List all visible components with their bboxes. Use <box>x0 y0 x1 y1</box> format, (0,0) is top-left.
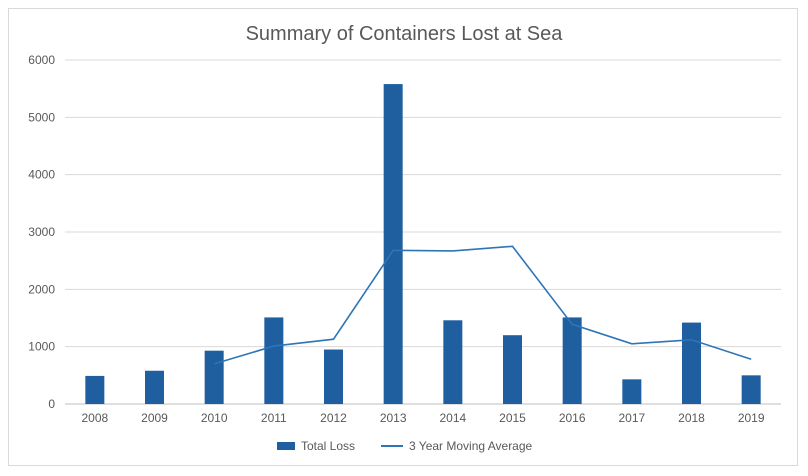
line-moving-average <box>213 245 752 365</box>
legend-swatch-moving-average <box>381 445 403 447</box>
legend-swatch-total-loss <box>277 442 295 450</box>
chart-legend: Total Loss 3 Year Moving Average <box>9 439 799 459</box>
y-tick-label: 4000 <box>28 168 55 182</box>
x-tick-label: 2016 <box>559 411 586 425</box>
bar-total-loss <box>324 349 343 404</box>
x-tick-label: 2011 <box>261 411 287 425</box>
legend-item-moving-average: 3 Year Moving Average <box>381 439 532 453</box>
bar-total-loss <box>562 317 582 404</box>
legend-item-total-loss: Total Loss <box>277 439 355 453</box>
x-tick-label: 2019 <box>738 411 765 425</box>
bar-total-loss <box>622 379 642 404</box>
x-tick-label: 2009 <box>141 411 168 425</box>
y-tick-label: 2000 <box>28 282 55 296</box>
x-tick-label: 2017 <box>618 411 645 425</box>
bar-total-loss <box>85 375 105 404</box>
bar-total-loss <box>204 350 224 404</box>
y-tick-label: 3000 <box>28 225 55 239</box>
chart-title: Summary of Containers Lost at Sea <box>245 23 563 45</box>
bar-total-loss <box>503 335 522 404</box>
x-tick-label: 2012 <box>320 411 347 425</box>
bar-total-loss <box>682 322 701 404</box>
x-tick-label: 2018 <box>678 411 705 425</box>
y-tick-label: 0 <box>48 397 55 411</box>
bar-total-loss <box>741 375 761 404</box>
chart-frame: Summary of Containers Lost at Sea 0 1000 2… <box>8 8 798 466</box>
x-tick-label: 2008 <box>81 411 108 425</box>
x-tick-label: 2015 <box>499 411 526 425</box>
bar-total-loss <box>383 84 403 404</box>
legend-label-moving-average: 3 Year Moving Average <box>409 439 533 453</box>
bar-total-loss <box>443 320 463 404</box>
y-tick-label: 5000 <box>28 110 55 124</box>
bar-total-loss <box>145 370 164 404</box>
bar-total-loss <box>264 317 284 404</box>
x-tick-label: 2010 <box>201 411 228 425</box>
x-tick-label: 2014 <box>439 411 466 425</box>
legend-label-total-loss: Total Loss <box>301 439 356 453</box>
y-tick-label: 1000 <box>28 340 55 354</box>
y-tick-label: 6000 <box>28 53 55 67</box>
x-tick-label: 2013 <box>380 411 407 425</box>
chart-plot: 0 1000 2000 3000 4000 5000 6000 2008 2009 2010 201… <box>28 53 781 425</box>
